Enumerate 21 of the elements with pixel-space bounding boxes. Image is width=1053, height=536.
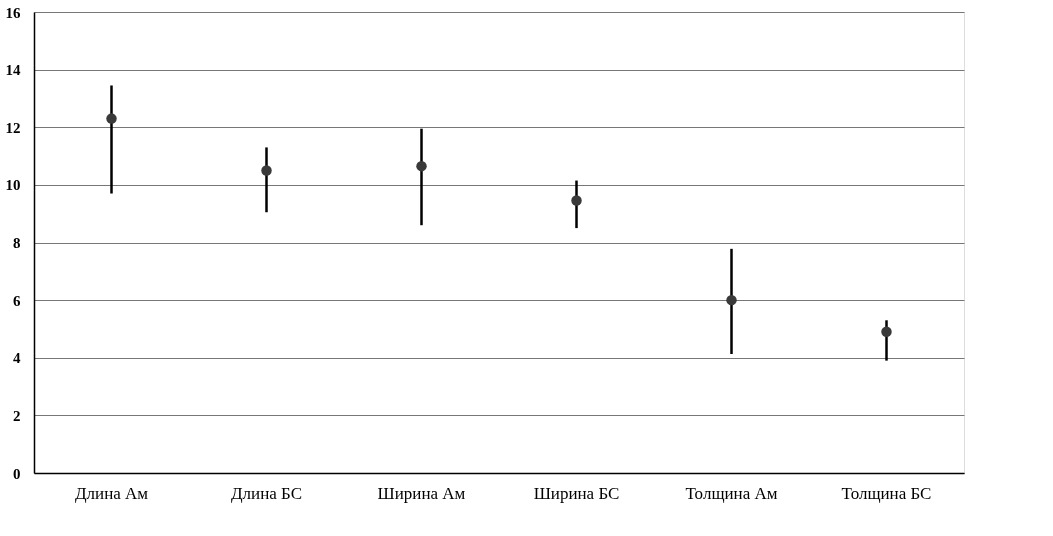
y-tick-label: 8: [13, 235, 21, 251]
point: [726, 294, 737, 306]
y-tick-label: 16: [5, 4, 21, 21]
y-tick-label: 2: [13, 407, 21, 424]
y-tick-label: 12: [5, 119, 21, 136]
x-tick-label: Толщина БС: [841, 483, 932, 503]
x-tick-label: Ширина БС: [533, 483, 620, 503]
y-tick-label: 6: [13, 292, 21, 309]
x-tick-label: Ширина Ам: [377, 483, 466, 503]
y-tick-label: 4: [13, 350, 21, 367]
y-tick-label: 14: [5, 62, 21, 79]
point: [881, 326, 892, 338]
point: [106, 113, 117, 124]
x-tick-label: Толщина Ам: [685, 483, 778, 503]
point: [416, 160, 427, 172]
x-tick-label: Длина БС: [230, 483, 303, 503]
point: [261, 165, 272, 176]
y-tick-label: 10: [5, 177, 21, 194]
y-tick-label: 0: [13, 465, 21, 482]
x-tick-label: Длина Ам: [74, 483, 149, 503]
point: [571, 195, 582, 206]
